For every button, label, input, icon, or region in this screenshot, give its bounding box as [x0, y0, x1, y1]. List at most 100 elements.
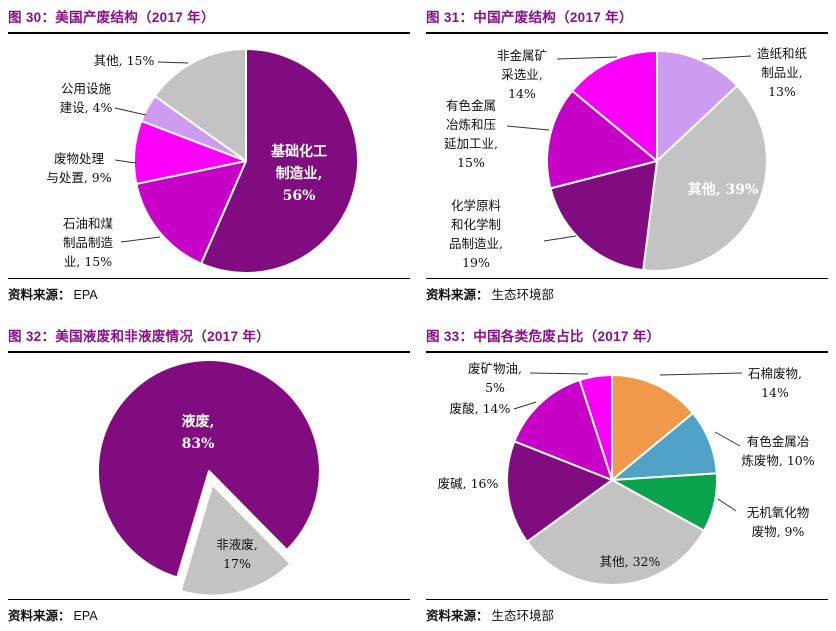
- pie-slice-6: [578, 373, 613, 481]
- source-value: 生态环境部: [491, 288, 555, 302]
- slice-label-0: 13%: [768, 84, 796, 99]
- slice-label-3: 有色金属: [446, 98, 496, 113]
- leader-line-1: [714, 431, 741, 447]
- slice-label-1: 17%: [223, 556, 251, 571]
- figure-title: 图 31：中国产废结构（2017 年）: [426, 10, 633, 25]
- slice-label-6: 废矿物油,: [468, 361, 522, 376]
- footer-rule: [426, 278, 828, 279]
- slice-label-0: 造纸和纸: [757, 46, 808, 61]
- pie-slice-0: [200, 48, 359, 274]
- slice-label-0: 56%: [283, 188, 316, 204]
- leader-line-3: [114, 107, 147, 116]
- leader-line-1: [120, 236, 161, 243]
- title-rule: [426, 351, 828, 353]
- leader-line-2: [114, 159, 137, 164]
- panel-fig30: 图 30：美国产废结构（2017 年） 基础化工制造业, 56% 石油和煤制品制造业…: [0, 0, 418, 319]
- leader-line-0: [659, 372, 743, 376]
- source-label: 资料来源：: [426, 608, 489, 623]
- slice-label-0: 制造业,: [276, 165, 323, 182]
- leader-line-4: [157, 61, 189, 64]
- source-label: 资料来源：: [8, 608, 71, 623]
- pie-slice-4: [153, 48, 247, 162]
- pie-slice-3: [526, 479, 705, 586]
- slice-label-2: 与处置, 9%: [46, 170, 111, 185]
- slice-label-0: 83%: [182, 436, 215, 452]
- slice-label-3: 15%: [457, 155, 485, 170]
- figure-title: 图 32：美国液废和非液废情况（2017 年）: [8, 329, 270, 344]
- source-value: EPA: [73, 609, 98, 623]
- source-line: 资料来源： EPA: [0, 600, 418, 624]
- slice-label-1: 非液废,: [216, 537, 257, 552]
- leader-line-0: [701, 55, 752, 60]
- slice-label-5: 废酸, 14%: [450, 401, 511, 416]
- slice-label-2: 和化学制: [451, 217, 501, 232]
- source-label: 资料来源：: [426, 287, 489, 302]
- slice-label-1: 制品制造: [63, 235, 114, 250]
- pie-slice-1: [642, 84, 768, 272]
- leader-line-6: [529, 372, 589, 375]
- slice-label-2: 化学原料: [451, 198, 502, 213]
- source-value: EPA: [73, 288, 98, 302]
- leader-line-5: [513, 401, 537, 410]
- slice-label-3: 建设, 4%: [60, 100, 113, 115]
- footer-rule: [426, 599, 828, 600]
- leader-line-3: [506, 125, 550, 131]
- source-value: 生态环境部: [491, 609, 555, 623]
- slice-label-2: 品制造业,: [449, 236, 503, 251]
- slice-label-0: 基础化工: [271, 143, 327, 160]
- title-rule: [8, 351, 410, 353]
- slice-label-0: 石棉废物,: [748, 366, 802, 381]
- title-rule: [8, 32, 410, 34]
- source-line: 资料来源： EPA: [0, 279, 418, 303]
- slice-label-4: 其他, 15%: [94, 53, 155, 68]
- slice-label-1: 其他, 39%: [688, 181, 759, 198]
- slice-label-4: 废碱, 16%: [438, 476, 499, 491]
- slice-label-1: 有色金属冶: [747, 434, 810, 449]
- footer-rule: [8, 278, 410, 279]
- leader-line-4: [556, 56, 618, 60]
- slice-label-3: 冶炼和压: [446, 117, 496, 132]
- pie-slice-0: [96, 359, 321, 579]
- figure-title: 图 30：美国产废结构（2017 年）: [8, 10, 215, 25]
- leader-line-2: [543, 235, 577, 242]
- title-rule: [426, 32, 828, 34]
- leader-line-2: [717, 498, 737, 512]
- slice-label-1: 石油和煤: [63, 216, 114, 231]
- slice-label-3: 公用设施: [61, 81, 112, 96]
- slice-label-2: 19%: [462, 255, 490, 270]
- slice-label-2: 废物处理: [54, 151, 105, 166]
- slice-label-4: 非金属矿: [497, 48, 547, 63]
- slice-label-0: 液废,: [182, 413, 215, 430]
- pie-chart-us-liquid-waste: 液废, 83% 非液废, 17%: [96, 359, 321, 597]
- slice-label-3: 延加工业,: [444, 136, 498, 151]
- pie-slice-0: [611, 374, 694, 481]
- panel-fig31: 图 31：中国产废结构（2017 年） 造纸和纸制品业, 13% 其他, 39% 化学…: [418, 0, 836, 319]
- slice-label-4: 采选业,: [501, 67, 542, 82]
- pie-slice-2: [549, 160, 658, 272]
- source-line: 资料来源： 生态环境部: [418, 279, 836, 303]
- slice-label-1: 业, 15%: [64, 254, 112, 269]
- pie-slice-1: [179, 483, 292, 597]
- slice-label-4: 14%: [508, 86, 536, 101]
- panel-fig33: 图 33：中国各类危废占比（2017 年） 石棉废物, 14% 有色金属冶 炼废物, …: [418, 319, 836, 631]
- pie-slice-1: [135, 160, 247, 265]
- slice-label-0: 制品业,: [761, 65, 802, 80]
- pie-slice-0: [656, 50, 739, 162]
- source-label: 资料来源：: [8, 287, 71, 302]
- slice-label-0: 14%: [761, 385, 789, 400]
- slice-label-1: 炼废物, 10%: [741, 453, 814, 468]
- slice-label-2: 废物, 9%: [752, 524, 805, 539]
- pie-slice-3: [546, 89, 658, 190]
- slice-label-3: 其他, 32%: [600, 554, 661, 569]
- pie-slice-4: [506, 440, 613, 543]
- source-line: 资料来源： 生态环境部: [418, 600, 836, 624]
- slice-label-6: 5%: [485, 380, 505, 395]
- panel-fig32: 图 32：美国液废和非液废情况（2017 年） 液废, 83% 非液废, 17% 资料…: [0, 319, 418, 631]
- slice-label-2: 无机氧化物: [747, 505, 810, 520]
- pie-slice-4: [571, 50, 658, 162]
- footer-rule: [8, 599, 410, 600]
